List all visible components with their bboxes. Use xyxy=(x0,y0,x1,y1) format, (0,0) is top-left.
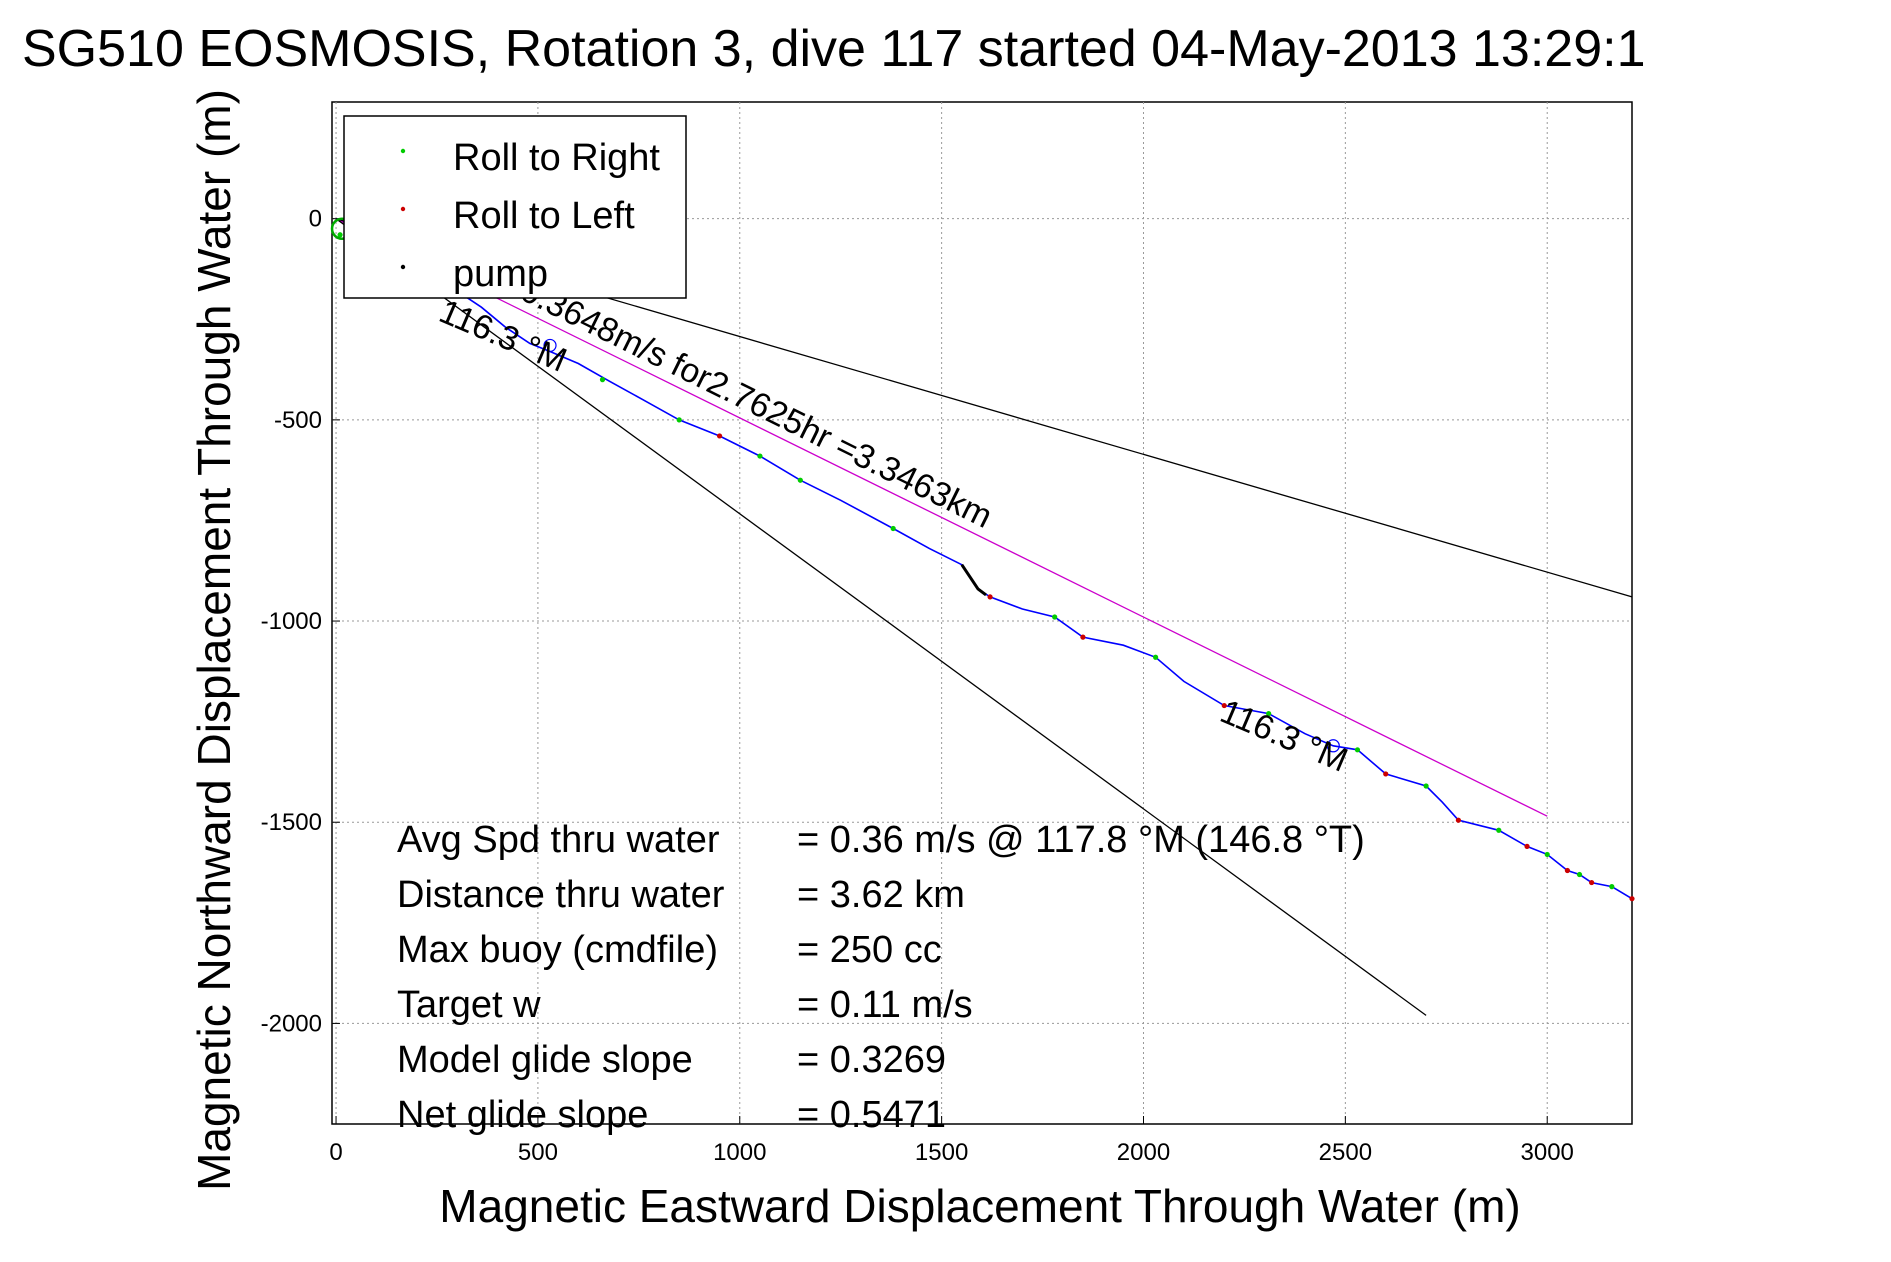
stat-name-net-glide: Net glide slope xyxy=(397,1094,648,1136)
roll-right-point xyxy=(337,232,343,238)
roll-right-point xyxy=(890,525,896,532)
stat-value-max-buoy: = 250 cc xyxy=(797,929,942,971)
roll-right-point xyxy=(1576,871,1583,878)
roll-left-point xyxy=(716,433,723,439)
legend-marker-roll-left xyxy=(400,206,406,212)
stat-name-model-glide: Model glide slope xyxy=(397,1039,693,1081)
x-axis-label: Magnetic Eastward Displacement Through W… xyxy=(439,1180,1520,1232)
legend: Roll to Right Roll to Left pump xyxy=(343,115,687,299)
legend-marker-roll-right xyxy=(400,148,406,154)
roll-right-point xyxy=(1354,747,1361,753)
x-tick-label: 2500 xyxy=(1319,1139,1372,1166)
y-tick-label: -2000 xyxy=(261,1010,322,1037)
x-axis-ticks: 0 500 1000 1500 2000 2500 3000 xyxy=(329,1116,1574,1166)
roll-right-point xyxy=(757,453,763,459)
roll-right-point xyxy=(1423,783,1429,789)
legend-label-roll-right: Roll to Right xyxy=(453,137,660,179)
chart-title: SG510 EOSMOSIS, Rotation 3, dive 117 sta… xyxy=(22,20,1646,78)
series-bound xyxy=(335,218,1427,1016)
roll-left-point xyxy=(1564,867,1571,874)
roll-right-point xyxy=(1266,710,1272,717)
roll-right-point xyxy=(797,477,803,483)
y-axis-label-wrap: Magnetic Northward Displacement Through … xyxy=(188,89,240,1191)
roll-right-point xyxy=(676,417,682,423)
x-tick-label: 500 xyxy=(518,1139,558,1166)
roll-left-point xyxy=(1524,843,1530,849)
roll-right-point xyxy=(1609,884,1615,890)
legend-label-pump: pump xyxy=(453,253,548,295)
stat-value-avg-speed: = 0.36 m/s @ 117.8 °M (146.8 °T) xyxy=(797,819,1365,861)
roll-left-point xyxy=(1221,702,1227,709)
roll-left-point xyxy=(1589,879,1595,886)
roll-right-point xyxy=(1052,614,1058,620)
y-tick-label: 0 xyxy=(309,206,322,233)
stat-name-avg-speed: Avg Spd thru water xyxy=(397,819,720,861)
stats-block: Avg Spd thru water = 0.36 m/s @ 117.8 °M… xyxy=(397,819,1365,1136)
stat-name-target-w: Target w xyxy=(397,984,541,1026)
stat-value-model-glide: = 0.3269 xyxy=(797,1039,946,1081)
roll-left-point xyxy=(1629,896,1635,902)
heading-marker xyxy=(1326,739,1340,753)
roll-right-point xyxy=(599,377,606,383)
roll-left-point xyxy=(1080,634,1086,640)
stat-value-net-glide: = 0.5471 xyxy=(797,1094,946,1136)
y-tick-label: -500 xyxy=(274,407,322,434)
stat-name-max-buoy: Max buoy (cmdfile) xyxy=(397,929,718,971)
x-tick-label: 0 xyxy=(329,1139,342,1166)
legend-marker-pump xyxy=(400,264,406,270)
series-track xyxy=(335,217,1633,900)
roll-left-point xyxy=(987,594,993,600)
stat-name-distance: Distance thru water xyxy=(397,874,725,916)
y-tick-label: -1000 xyxy=(261,608,322,635)
roll-right-point xyxy=(1153,654,1159,660)
y-axis-label: Magnetic Northward Displacement Through … xyxy=(188,89,240,1191)
stat-value-distance: = 3.62 km xyxy=(797,874,965,916)
pump-segment xyxy=(960,563,987,597)
x-tick-label: 3000 xyxy=(1521,1139,1574,1166)
stat-value-target-w: = 0.11 m/s xyxy=(797,984,973,1026)
roll-left-point xyxy=(1455,817,1461,823)
roll-right-point xyxy=(1544,851,1550,858)
x-tick-label: 1000 xyxy=(713,1139,766,1166)
x-tick-label: 1500 xyxy=(915,1139,968,1166)
heading-marker xyxy=(543,338,557,353)
roll-left-point xyxy=(1383,771,1389,777)
y-axis-ticks: 0 -500 -1000 -1500 -2000 xyxy=(261,206,340,1037)
series-projected-heading xyxy=(335,218,1548,817)
roll-right-point xyxy=(1496,827,1502,833)
y-tick-label: -1500 xyxy=(261,809,322,836)
legend-label-roll-left: Roll to Left xyxy=(453,195,635,237)
x-tick-label: 2000 xyxy=(1117,1139,1170,1166)
